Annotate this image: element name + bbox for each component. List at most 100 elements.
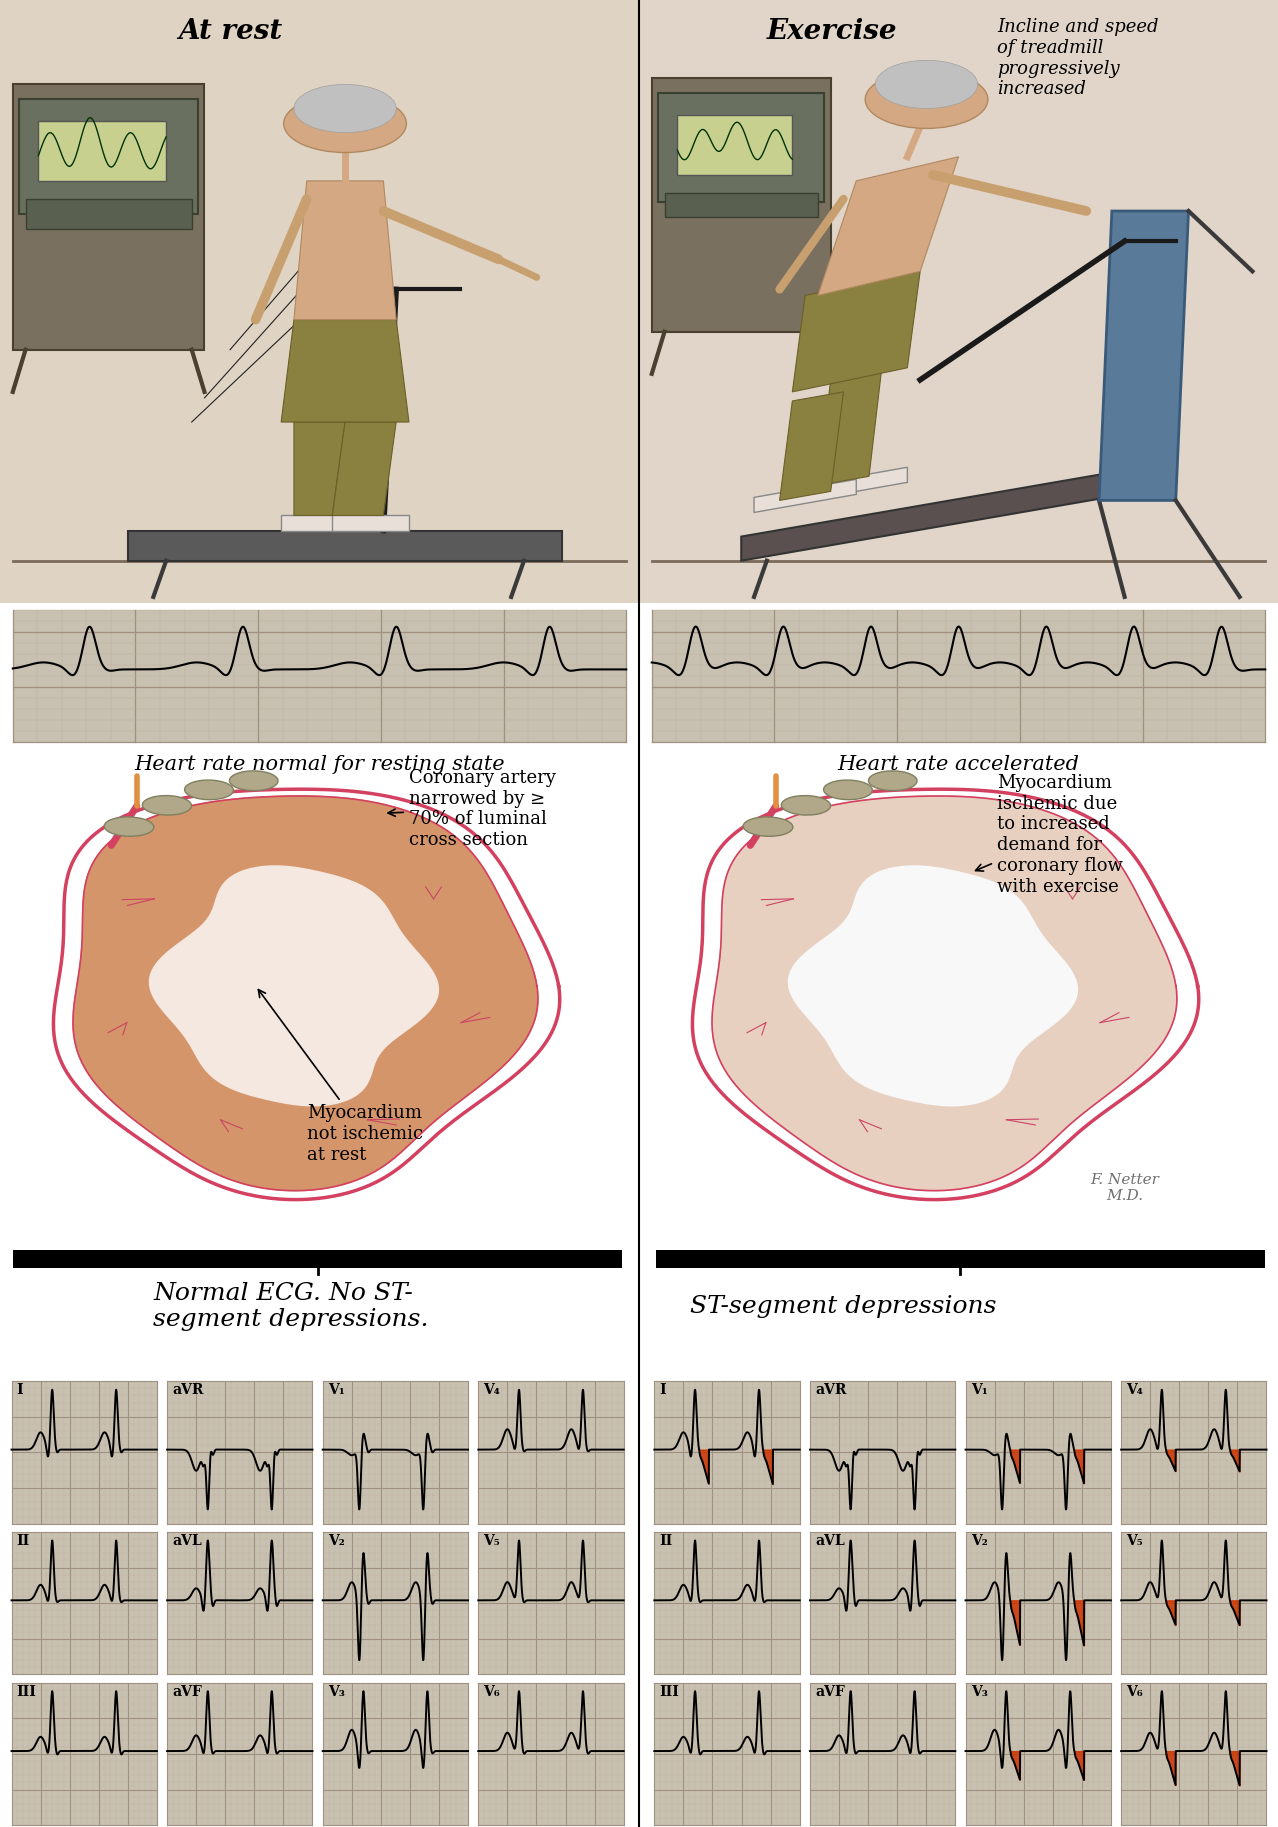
Ellipse shape (781, 795, 831, 815)
Text: V₆: V₆ (1126, 1684, 1143, 1699)
Text: II: II (17, 1535, 29, 1547)
Polygon shape (818, 157, 958, 296)
Polygon shape (294, 181, 396, 320)
Text: V₄: V₄ (1126, 1383, 1143, 1398)
Text: V₃: V₃ (327, 1684, 345, 1699)
FancyBboxPatch shape (167, 1381, 312, 1524)
Text: Heart rate normal for resting state: Heart rate normal for resting state (134, 755, 505, 775)
FancyBboxPatch shape (1121, 1531, 1266, 1674)
Polygon shape (805, 468, 907, 501)
Text: I: I (17, 1383, 23, 1398)
FancyBboxPatch shape (12, 1683, 157, 1825)
FancyBboxPatch shape (665, 194, 818, 217)
FancyBboxPatch shape (966, 1531, 1111, 1674)
Ellipse shape (184, 780, 234, 800)
Circle shape (875, 60, 978, 108)
FancyBboxPatch shape (654, 1381, 800, 1524)
Circle shape (865, 71, 988, 128)
Polygon shape (332, 515, 409, 530)
FancyBboxPatch shape (26, 199, 192, 228)
Text: Normal ECG. No ST-
segment depressions.: Normal ECG. No ST- segment depressions. (153, 1281, 429, 1332)
FancyBboxPatch shape (0, 0, 639, 603)
Text: aVR: aVR (173, 1383, 203, 1398)
Circle shape (284, 95, 406, 152)
Text: Coronary artery
narrowed by ≥
70% of luminal
cross section: Coronary artery narrowed by ≥ 70% of lum… (389, 769, 556, 850)
Text: Exercise: Exercise (767, 18, 897, 46)
Text: aVL: aVL (815, 1535, 845, 1547)
Polygon shape (818, 367, 882, 486)
Text: V₅: V₅ (483, 1535, 500, 1547)
Text: Myocardium
ischemic due
to increased
demand for
coronary flow
with exercise: Myocardium ischemic due to increased dem… (975, 775, 1122, 895)
FancyBboxPatch shape (810, 1381, 956, 1524)
FancyBboxPatch shape (652, 610, 1265, 742)
Text: aVF: aVF (173, 1684, 202, 1699)
FancyBboxPatch shape (478, 1531, 624, 1674)
Text: V₂: V₂ (327, 1535, 345, 1547)
FancyBboxPatch shape (13, 610, 626, 742)
Polygon shape (294, 422, 345, 515)
Polygon shape (1099, 212, 1189, 501)
FancyBboxPatch shape (677, 115, 792, 175)
FancyBboxPatch shape (658, 93, 824, 203)
FancyBboxPatch shape (322, 1531, 468, 1674)
Text: V₂: V₂ (971, 1535, 988, 1547)
Ellipse shape (823, 780, 873, 800)
Text: At rest: At rest (178, 18, 282, 46)
FancyBboxPatch shape (478, 1381, 624, 1524)
FancyBboxPatch shape (13, 1250, 622, 1268)
Text: Incline and speed
of treadmill
progressively
increased: Incline and speed of treadmill progressi… (997, 18, 1158, 99)
FancyBboxPatch shape (12, 1381, 157, 1524)
Polygon shape (128, 530, 562, 561)
Text: F. Netter
M.D.: F. Netter M.D. (1090, 1173, 1159, 1202)
Text: V₃: V₃ (971, 1684, 988, 1699)
FancyBboxPatch shape (13, 84, 204, 349)
Text: V₅: V₅ (1126, 1535, 1143, 1547)
Polygon shape (792, 270, 920, 393)
FancyBboxPatch shape (167, 1683, 312, 1825)
Text: aVR: aVR (815, 1383, 846, 1398)
FancyBboxPatch shape (810, 1683, 956, 1825)
FancyBboxPatch shape (1121, 1683, 1266, 1825)
Text: ST-segment depressions: ST-segment depressions (690, 1295, 997, 1317)
Polygon shape (281, 320, 409, 422)
Ellipse shape (744, 817, 792, 837)
FancyBboxPatch shape (639, 0, 1278, 603)
Text: V₁: V₁ (971, 1383, 988, 1398)
FancyBboxPatch shape (1121, 1381, 1266, 1524)
FancyBboxPatch shape (12, 1531, 157, 1674)
Polygon shape (150, 866, 438, 1105)
Text: III: III (659, 1684, 680, 1699)
FancyBboxPatch shape (478, 1683, 624, 1825)
Polygon shape (741, 470, 1125, 561)
Polygon shape (281, 515, 383, 530)
Text: Heart rate accelerated: Heart rate accelerated (837, 755, 1080, 775)
Text: V₁: V₁ (327, 1383, 345, 1398)
FancyBboxPatch shape (19, 99, 198, 214)
Circle shape (294, 84, 396, 133)
Polygon shape (754, 479, 856, 512)
Polygon shape (712, 797, 1177, 1191)
Text: I: I (659, 1383, 666, 1398)
Ellipse shape (869, 771, 918, 791)
Text: II: II (659, 1535, 672, 1547)
Text: aVL: aVL (173, 1535, 202, 1547)
Polygon shape (73, 797, 538, 1191)
FancyBboxPatch shape (322, 1381, 468, 1524)
FancyBboxPatch shape (654, 1531, 800, 1674)
FancyBboxPatch shape (654, 1683, 800, 1825)
Polygon shape (789, 866, 1077, 1105)
Ellipse shape (105, 817, 153, 837)
FancyBboxPatch shape (810, 1531, 956, 1674)
Text: aVF: aVF (815, 1684, 845, 1699)
Ellipse shape (142, 795, 192, 815)
FancyBboxPatch shape (966, 1381, 1111, 1524)
Polygon shape (332, 422, 396, 515)
Text: V₆: V₆ (483, 1684, 500, 1699)
FancyBboxPatch shape (322, 1683, 468, 1825)
FancyBboxPatch shape (38, 121, 166, 181)
Text: V₄: V₄ (483, 1383, 500, 1398)
Polygon shape (780, 393, 843, 501)
Text: III: III (17, 1684, 37, 1699)
FancyBboxPatch shape (966, 1683, 1111, 1825)
FancyBboxPatch shape (652, 79, 831, 333)
